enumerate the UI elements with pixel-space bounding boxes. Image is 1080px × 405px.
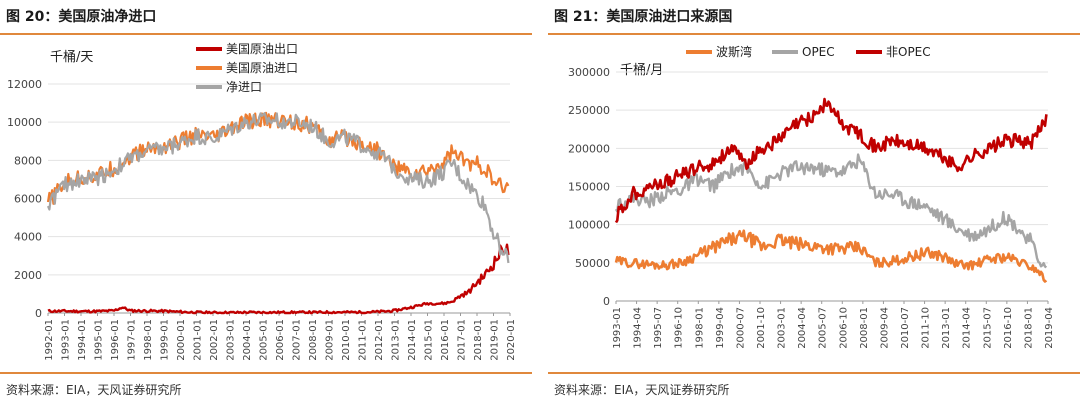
y-tick-label: 0 bbox=[603, 295, 610, 308]
y-tick-label: 12000 bbox=[7, 78, 42, 91]
legend-label: 净进口 bbox=[226, 80, 262, 94]
y-tick-label: 4000 bbox=[14, 231, 42, 244]
x-tick-label: 2009-04 bbox=[879, 307, 890, 349]
y-tick-label: 150000 bbox=[568, 181, 610, 194]
x-tick-label: 2014-01 bbox=[407, 319, 418, 361]
x-tick-label: 2003-01 bbox=[226, 319, 237, 361]
import-sources-chart: 千桶/月 0 50000 100000 150000 200000 250000 300000… bbox=[568, 44, 1055, 349]
x-tick-label: 2017-01 bbox=[457, 319, 468, 361]
y-tick-label: 100000 bbox=[568, 219, 610, 232]
x-tick-label: 1994-01 bbox=[77, 319, 88, 361]
x-tick-label: 2010-01 bbox=[341, 319, 352, 361]
x-tick-label: 1998-01 bbox=[143, 319, 154, 361]
series-line bbox=[47, 243, 510, 315]
x-tick-label: 2019-01 bbox=[490, 319, 501, 361]
x-tick-label: 1993-01 bbox=[61, 319, 72, 361]
x-tick-label: 2018-01 bbox=[1023, 307, 1034, 349]
x-tick-label: 2018-01 bbox=[473, 319, 484, 361]
panel-us-net-imports: 图 20：美国原油净进口 千桶/天 0 2000 4000 6000 8000 10000 1… bbox=[0, 0, 532, 405]
x-tick-label: 1998-01 bbox=[694, 307, 705, 349]
x-tick-label: 2019-04 bbox=[1044, 307, 1055, 349]
x-tick-label: 1997-01 bbox=[127, 319, 138, 361]
x-tick-label: 2001-10 bbox=[756, 307, 767, 349]
x-tick-label: 2000-01 bbox=[176, 319, 187, 361]
series-line bbox=[614, 229, 1048, 283]
legend-label: 波斯湾 bbox=[716, 44, 752, 59]
title-rule bbox=[548, 33, 1080, 35]
x-tick-label: 2008-01 bbox=[859, 307, 870, 349]
x-tick-label: 2010-07 bbox=[900, 307, 911, 349]
x-tick-label: 2016-01 bbox=[440, 319, 451, 361]
x-tick-label: 1996-01 bbox=[110, 319, 121, 361]
source-note: 资料来源：EIA，天风证券研究所 bbox=[6, 383, 182, 397]
x-tick-label: 2011-10 bbox=[921, 307, 932, 349]
legend-label: 美国原油出口 bbox=[226, 42, 298, 56]
legend-label: OPEC bbox=[802, 45, 835, 59]
x-tick-label: 2005-07 bbox=[818, 307, 829, 349]
y-tick-label: 8000 bbox=[14, 154, 42, 167]
net-imports-chart: 千桶/天 0 2000 4000 6000 8000 10000 12000 1992-01 19… bbox=[7, 42, 517, 361]
x-tick-label: 1993-01 bbox=[612, 307, 623, 349]
x-tick-label: 1992-01 bbox=[44, 319, 55, 361]
x-tick-label: 1999-01 bbox=[160, 319, 171, 361]
y-tick-label: 0 bbox=[35, 307, 42, 320]
series-line bbox=[614, 153, 1048, 269]
y-tick-label: 10000 bbox=[7, 116, 42, 129]
source-rule bbox=[548, 372, 1080, 374]
x-tick-label: 1999-04 bbox=[715, 307, 726, 349]
x-tick-label: 2004-01 bbox=[242, 319, 253, 361]
x-tick-label: 2011-01 bbox=[358, 319, 369, 361]
y-tick-label: 250000 bbox=[568, 104, 610, 117]
x-tick-label: 2013-01 bbox=[391, 319, 402, 361]
series-line bbox=[614, 97, 1048, 224]
x-tick-label: 2006-10 bbox=[838, 307, 849, 349]
legend-label: 美国原油进口 bbox=[226, 61, 298, 75]
x-tick-label: 1994-04 bbox=[633, 307, 644, 349]
x-tick-label: 2003-01 bbox=[777, 307, 788, 349]
x-tick-label: 2020-01 bbox=[506, 319, 517, 361]
figure-title: 图 20：美国原油净进口 bbox=[6, 9, 157, 25]
y-tick-label: 6000 bbox=[14, 193, 42, 206]
x-tick-label: 2015-01 bbox=[424, 319, 435, 361]
unit-label: 千桶/天 bbox=[50, 50, 93, 65]
panel-import-sources: 图 21：美国原油进口来源国 千桶/月 0 50000 100000 150000 200… bbox=[548, 0, 1080, 405]
x-tick-label: 2002-01 bbox=[209, 319, 220, 361]
x-tick-label: 1995-07 bbox=[653, 307, 664, 349]
x-tick-label: 2016-10 bbox=[1003, 307, 1014, 349]
x-tick-label: 2009-01 bbox=[325, 319, 336, 361]
figure-title: 图 21：美国原油进口来源国 bbox=[554, 9, 733, 25]
x-tick-label: 2005-01 bbox=[259, 319, 270, 361]
legend-label: 非OPEC bbox=[886, 45, 931, 59]
y-tick-label: 300000 bbox=[568, 66, 610, 79]
x-tick-label: 2012-01 bbox=[374, 319, 385, 361]
x-tick-label: 2004-04 bbox=[797, 307, 808, 349]
y-tick-label: 2000 bbox=[14, 269, 42, 282]
title-rule bbox=[0, 33, 532, 35]
x-tick-label: 2013-01 bbox=[941, 307, 952, 349]
x-tick-label: 1996-10 bbox=[674, 307, 685, 349]
source-rule bbox=[0, 372, 532, 374]
unit-label: 千桶/月 bbox=[620, 63, 663, 78]
x-tick-label: 2008-01 bbox=[308, 319, 319, 361]
x-tick-label: 2000-07 bbox=[735, 307, 746, 349]
x-tick-label: 2001-01 bbox=[193, 319, 204, 361]
x-tick-label: 1995-01 bbox=[94, 319, 105, 361]
x-tick-label: 2007-01 bbox=[292, 319, 303, 361]
y-tick-label: 50000 bbox=[575, 257, 610, 270]
y-tick-label: 200000 bbox=[568, 142, 610, 155]
x-tick-label: 2015-07 bbox=[982, 307, 993, 349]
x-tick-label: 2006-01 bbox=[275, 319, 286, 361]
x-tick-label: 2014-04 bbox=[962, 307, 973, 349]
series-line bbox=[46, 112, 510, 264]
source-note: 资料来源：EIA，天风证券研究所 bbox=[554, 383, 730, 397]
